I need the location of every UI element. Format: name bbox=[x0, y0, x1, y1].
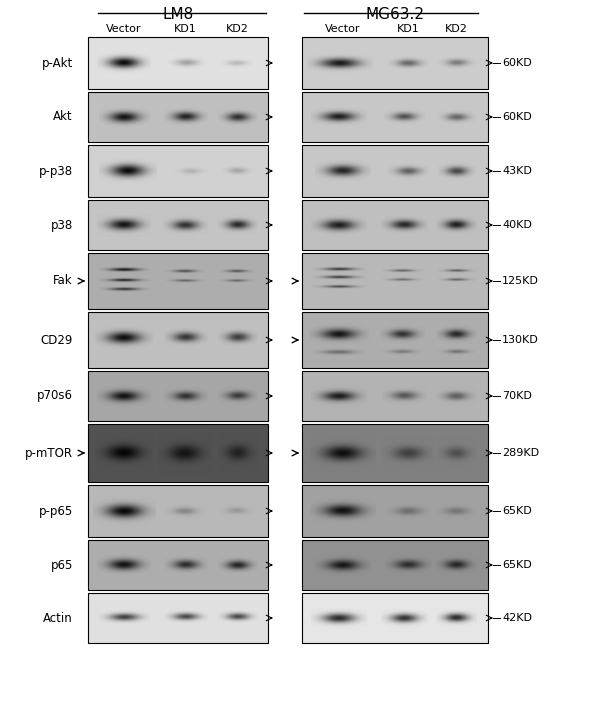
Text: p38: p38 bbox=[51, 218, 73, 231]
Text: KD2: KD2 bbox=[226, 24, 249, 34]
Bar bbox=[88, 485, 268, 537]
Text: KD1: KD1 bbox=[397, 24, 419, 34]
Bar bbox=[302, 540, 488, 590]
Bar bbox=[88, 92, 268, 142]
Text: Akt: Akt bbox=[53, 110, 73, 124]
Bar bbox=[88, 37, 268, 89]
Text: p-mTOR: p-mTOR bbox=[25, 447, 73, 460]
Text: Vector: Vector bbox=[325, 24, 361, 34]
Text: p-Akt: p-Akt bbox=[42, 57, 73, 69]
Text: CD29: CD29 bbox=[41, 334, 73, 346]
Bar bbox=[302, 485, 488, 537]
Text: KD1: KD1 bbox=[174, 24, 197, 34]
Bar bbox=[302, 253, 488, 309]
Text: 65KD: 65KD bbox=[502, 506, 532, 516]
Text: p-p65: p-p65 bbox=[39, 505, 73, 518]
Text: 289KD: 289KD bbox=[502, 448, 539, 458]
Text: Actin: Actin bbox=[43, 612, 73, 624]
Text: 40KD: 40KD bbox=[502, 220, 532, 230]
Text: p70s6: p70s6 bbox=[37, 390, 73, 402]
Bar bbox=[302, 200, 488, 250]
Bar bbox=[88, 540, 268, 590]
Bar bbox=[88, 145, 268, 197]
Bar bbox=[88, 593, 268, 643]
Bar bbox=[302, 371, 488, 421]
Text: 125KD: 125KD bbox=[502, 276, 539, 286]
Bar bbox=[88, 312, 268, 368]
Bar bbox=[302, 593, 488, 643]
Text: 60KD: 60KD bbox=[502, 58, 532, 68]
Text: LM8: LM8 bbox=[163, 7, 194, 22]
Bar bbox=[88, 371, 268, 421]
Bar bbox=[302, 424, 488, 482]
Text: 70KD: 70KD bbox=[502, 391, 532, 401]
Bar bbox=[302, 92, 488, 142]
Text: Fak: Fak bbox=[53, 274, 73, 288]
Bar bbox=[88, 424, 268, 482]
Text: 42KD: 42KD bbox=[502, 613, 532, 623]
Text: 65KD: 65KD bbox=[502, 560, 532, 570]
Text: 130KD: 130KD bbox=[502, 335, 539, 345]
Bar bbox=[88, 253, 268, 309]
Text: MG63.2: MG63.2 bbox=[365, 7, 425, 22]
Bar bbox=[302, 37, 488, 89]
Text: KD2: KD2 bbox=[445, 24, 468, 34]
Bar bbox=[302, 145, 488, 197]
Bar bbox=[302, 312, 488, 368]
Text: 60KD: 60KD bbox=[502, 112, 532, 122]
Text: 43KD: 43KD bbox=[502, 166, 532, 176]
Text: p65: p65 bbox=[50, 559, 73, 571]
Bar bbox=[88, 200, 268, 250]
Text: p-p38: p-p38 bbox=[39, 165, 73, 177]
Text: Vector: Vector bbox=[106, 24, 142, 34]
